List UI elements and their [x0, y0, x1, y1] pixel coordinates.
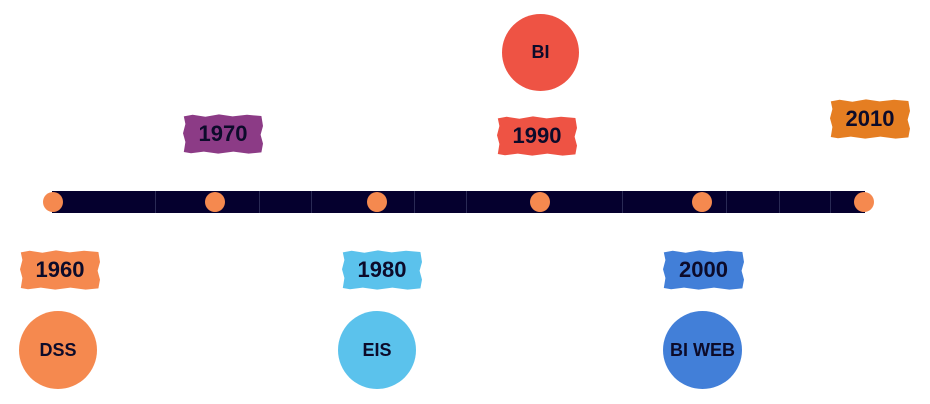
milestone-circle-dss: DSS — [19, 311, 97, 389]
bar-segment-divider — [466, 191, 467, 213]
milestone-circle-bi: BI — [502, 14, 579, 91]
bar-segment-divider — [259, 191, 260, 213]
bar-segment-divider — [830, 191, 831, 213]
timeline-bar — [52, 191, 865, 213]
year-label-1990: 1990 — [497, 116, 577, 156]
timeline-dot-2000 — [692, 192, 712, 212]
year-label-1970: 1970 — [183, 114, 263, 154]
bar-segment-divider — [726, 191, 727, 213]
timeline-dot-1970 — [205, 192, 225, 212]
bar-segment-divider — [311, 191, 312, 213]
timeline-dot-2010 — [854, 192, 874, 212]
bar-segment-divider — [779, 191, 780, 213]
timeline-dot-1960 — [43, 192, 63, 212]
milestone-circle-eis: EIS — [338, 311, 416, 389]
bar-segment-divider — [155, 191, 156, 213]
year-label-2010: 2010 — [830, 99, 910, 139]
year-label-1980: 1980 — [342, 250, 422, 290]
bar-segment-divider — [622, 191, 623, 213]
timeline-dot-1980 — [367, 192, 387, 212]
year-label-2000: 2000 — [663, 250, 744, 290]
timeline-dot-1990 — [530, 192, 550, 212]
milestone-circle-bi-web: BI WEB — [663, 311, 742, 389]
bar-segment-divider — [414, 191, 415, 213]
year-label-1960: 1960 — [20, 250, 100, 290]
